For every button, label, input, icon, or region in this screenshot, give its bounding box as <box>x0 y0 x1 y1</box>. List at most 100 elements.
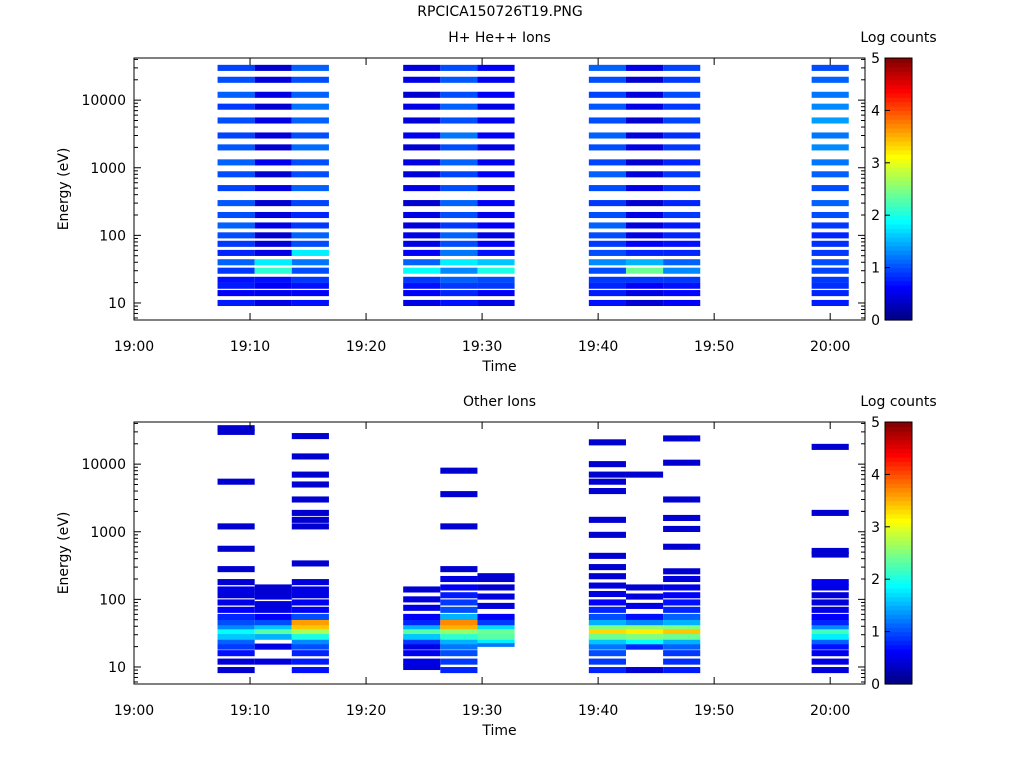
heatmap-cell <box>663 496 701 503</box>
colorbar-swatch <box>885 210 912 216</box>
heatmap-cell <box>440 619 478 626</box>
heatmap-cell <box>217 76 255 83</box>
heatmap-cell <box>477 623 515 630</box>
heatmap-cell <box>291 643 329 650</box>
heatmap-cell <box>403 586 441 593</box>
heatmap-cell <box>625 103 664 110</box>
heatmap-cell <box>811 551 849 558</box>
heatmap-cell <box>663 643 701 650</box>
heatmap-cell <box>625 259 664 266</box>
heatmap-cell <box>811 643 849 650</box>
heatmap-cell <box>663 584 701 591</box>
colorbar-swatch <box>885 119 912 125</box>
heatmap-cell <box>625 619 664 626</box>
heatmap-cell <box>291 453 329 460</box>
heatmap-cell <box>663 290 701 297</box>
colorbar-swatch <box>885 306 912 312</box>
heatmap-cell <box>291 276 329 283</box>
heatmap-cell <box>440 91 478 98</box>
heatmap-cell <box>440 523 478 530</box>
heatmap-cell <box>403 604 441 611</box>
heatmap-cell <box>811 117 849 124</box>
heatmap-cell <box>811 276 849 283</box>
heatmap-cell <box>625 290 664 297</box>
colorbar-tick-label: 4 <box>871 103 880 119</box>
heatmap-cell <box>254 222 292 229</box>
heatmap-cell <box>588 159 626 166</box>
x-tick-label: 19:20 <box>346 703 386 719</box>
colorbar-swatch <box>885 79 912 85</box>
heatmap-cell <box>663 667 701 674</box>
y-tick-label: 10000 <box>81 457 126 473</box>
heatmap-cell <box>291 523 329 530</box>
heatmap-cell <box>291 599 329 606</box>
heatmap-cell <box>811 240 849 247</box>
colorbar-swatch <box>885 426 912 432</box>
heatmap-cell <box>403 267 441 274</box>
heatmap-cell <box>254 159 292 166</box>
heatmap-cell <box>811 619 849 626</box>
heatmap-cell <box>217 643 255 650</box>
heatmap-cell <box>477 267 515 274</box>
colorbar-swatch <box>885 422 912 427</box>
colorbar-swatch <box>885 189 912 194</box>
heatmap-cell <box>217 299 255 307</box>
heatmap-cell <box>588 471 626 478</box>
heatmap-cell <box>291 132 329 139</box>
colorbar-swatch <box>885 570 912 576</box>
colorbar-swatch <box>885 280 912 286</box>
colorbar-swatch <box>885 587 912 593</box>
heatmap-cell <box>403 132 441 139</box>
heatmap-cell <box>588 627 626 635</box>
colorbar-swatch <box>885 206 912 212</box>
heatmap-cell <box>663 282 701 289</box>
heatmap-cell <box>254 232 292 239</box>
colorbar-swatch <box>885 241 912 247</box>
colorbar-swatch <box>885 245 912 251</box>
heatmap-cell <box>663 159 701 166</box>
heatmap-cell <box>588 76 626 83</box>
heatmap-cell <box>254 643 292 650</box>
colorbar-swatch <box>885 154 912 160</box>
heatmap-cell <box>588 200 626 207</box>
heatmap-cell <box>477 613 515 620</box>
heatmap-cell <box>254 584 292 591</box>
colorbar-tick-label: 2 <box>871 208 880 224</box>
heatmap-cell <box>811 658 849 665</box>
heatmap-cell <box>440 222 478 229</box>
heatmap-cell <box>663 276 701 283</box>
heatmap-cell <box>254 259 292 266</box>
heatmap-cell <box>588 516 626 523</box>
heatmap-cell <box>663 575 701 583</box>
colorbar-swatch <box>885 618 912 624</box>
heatmap-cell <box>291 496 329 503</box>
colorbar-label: Log counts <box>860 30 936 46</box>
colorbar-swatch <box>885 171 912 177</box>
heatmap-cell <box>254 299 292 307</box>
heatmap-cell <box>477 132 515 139</box>
heatmap-cell <box>625 144 664 151</box>
colorbar-swatch <box>885 653 912 659</box>
heatmap-cell <box>440 159 478 166</box>
colorbar-swatch <box>885 228 912 234</box>
colorbar-swatch <box>885 219 912 225</box>
colorbar-swatch <box>885 167 912 173</box>
heatmap-cell <box>588 144 626 151</box>
heatmap-cell <box>291 159 329 166</box>
heatmap-cell <box>588 564 626 571</box>
y-tick-label: 1000 <box>90 525 126 541</box>
heatmap-cell <box>254 132 292 139</box>
colorbar-swatch <box>885 123 912 129</box>
heatmap-cell <box>254 249 292 256</box>
heatmap-cell <box>811 267 849 274</box>
heatmap-cell <box>663 132 701 139</box>
panel-title: H+ He++ Ions <box>448 30 551 46</box>
heatmap-cell <box>291 64 329 71</box>
heatmap-cell <box>663 249 701 256</box>
heatmap-cell <box>403 232 441 239</box>
heatmap-cell <box>625 623 664 630</box>
colorbar-swatch <box>885 202 912 208</box>
heatmap-cell <box>477 185 515 192</box>
x-tick-label: 19:50 <box>694 703 734 719</box>
heatmap-cell <box>254 601 292 608</box>
